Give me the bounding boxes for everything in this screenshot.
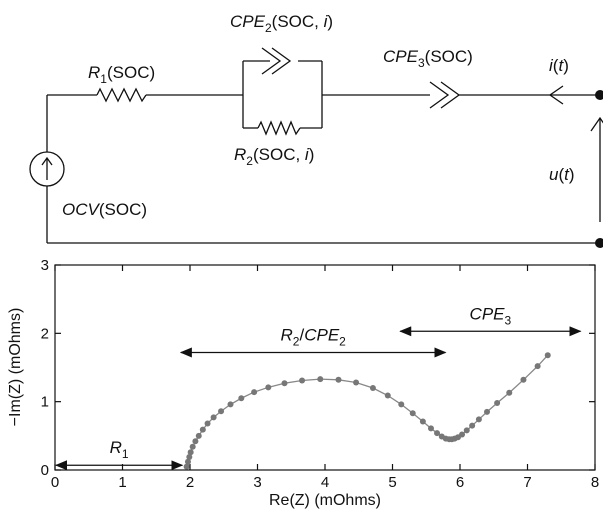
y-axis-label: −Im(Z) (mOhms)	[7, 308, 24, 427]
data-point	[210, 414, 217, 421]
data-point	[506, 389, 513, 396]
data-point	[409, 410, 416, 417]
equivalent-circuit: R1(SOC) CPE2(SOC, i) R2(SOC, i) CPE3(SOC…	[29, 12, 603, 248]
x-tick-label: 5	[388, 474, 396, 491]
cpe2-symbol	[261, 47, 282, 75]
data-point	[204, 420, 211, 427]
terminal-top	[595, 90, 603, 100]
label-r2: R2(SOC, i)	[234, 145, 314, 168]
impedance-series	[183, 352, 551, 470]
data-point	[335, 376, 342, 383]
x-axis-label: Re(Z) (mOhms)	[269, 492, 381, 509]
label-current: i(t)	[549, 56, 569, 75]
x-axis: 0 1 2 3 4 5 6 7 8	[51, 265, 599, 491]
label-ocv: OCV(SOC)	[62, 200, 147, 219]
data-point	[299, 377, 306, 384]
data-point	[544, 352, 551, 359]
y-axis: 0 1 2 3	[41, 257, 595, 479]
annotation-label: R2/CPE2	[281, 325, 347, 348]
x-tick-label: 4	[321, 474, 329, 491]
x-tick-label: 6	[456, 474, 464, 491]
data-point	[419, 418, 426, 425]
data-point	[384, 392, 391, 399]
series-line	[185, 354, 549, 467]
label-voltage: u(t)	[549, 165, 575, 184]
annotation-label: R1	[110, 438, 129, 461]
data-point	[199, 426, 206, 433]
x-tick-label: 3	[253, 474, 261, 491]
data-point	[469, 422, 476, 429]
data-point	[192, 438, 199, 445]
data-point	[265, 384, 272, 391]
data-point	[484, 408, 490, 415]
annotation-label: CPE3	[470, 304, 512, 327]
data-point	[427, 425, 434, 432]
data-point	[459, 431, 466, 438]
cpe3-symbol	[429, 81, 450, 109]
data-point	[218, 408, 225, 415]
data-point	[534, 363, 541, 370]
data-point	[520, 376, 527, 383]
data-point	[463, 427, 470, 434]
data-point	[227, 401, 234, 408]
data-point	[186, 454, 193, 461]
data-point	[369, 385, 376, 391]
y-tick-label: 1	[41, 394, 49, 411]
x-tick-label: 0	[51, 474, 59, 491]
terminal-bottom	[595, 238, 603, 248]
data-point	[434, 430, 441, 437]
resistor-r2	[257, 120, 301, 136]
data-point	[187, 449, 194, 456]
x-tick-label: 1	[118, 474, 126, 491]
data-point	[183, 463, 190, 470]
data-point	[317, 376, 324, 383]
label-cpe3: CPE3(SOC)	[383, 47, 473, 70]
data-point	[494, 400, 501, 407]
data-point	[195, 432, 202, 439]
label-cpe2: CPE2(SOC, i)	[230, 12, 333, 35]
y-tick-label: 0	[41, 462, 49, 479]
x-tick-label: 7	[523, 474, 531, 491]
y-tick-label: 2	[41, 325, 49, 342]
data-point	[238, 395, 245, 402]
label-r1: R1(SOC)	[88, 63, 155, 86]
nyquist-chart: 0 1 2 3 4 5 6 7 8 0 1 2 3 Re(Z) (mOhms) −Im(Z) (mOh…	[7, 257, 599, 509]
data-point	[398, 401, 405, 408]
data-point	[184, 458, 191, 465]
plot-frame	[54, 264, 596, 471]
x-tick-label: 8	[591, 474, 599, 491]
annotations: R1 R2/CPE2 CPE3	[55, 304, 582, 471]
data-point	[189, 443, 196, 450]
resistor-r1	[96, 87, 147, 103]
data-point	[475, 416, 482, 423]
parallel-block	[242, 47, 323, 136]
current-arrow-icon	[548, 85, 564, 105]
data-point	[353, 379, 360, 386]
data-point	[251, 389, 258, 396]
x-tick-label: 2	[186, 474, 194, 491]
data-point	[281, 380, 288, 387]
y-tick-label: 3	[41, 257, 49, 274]
